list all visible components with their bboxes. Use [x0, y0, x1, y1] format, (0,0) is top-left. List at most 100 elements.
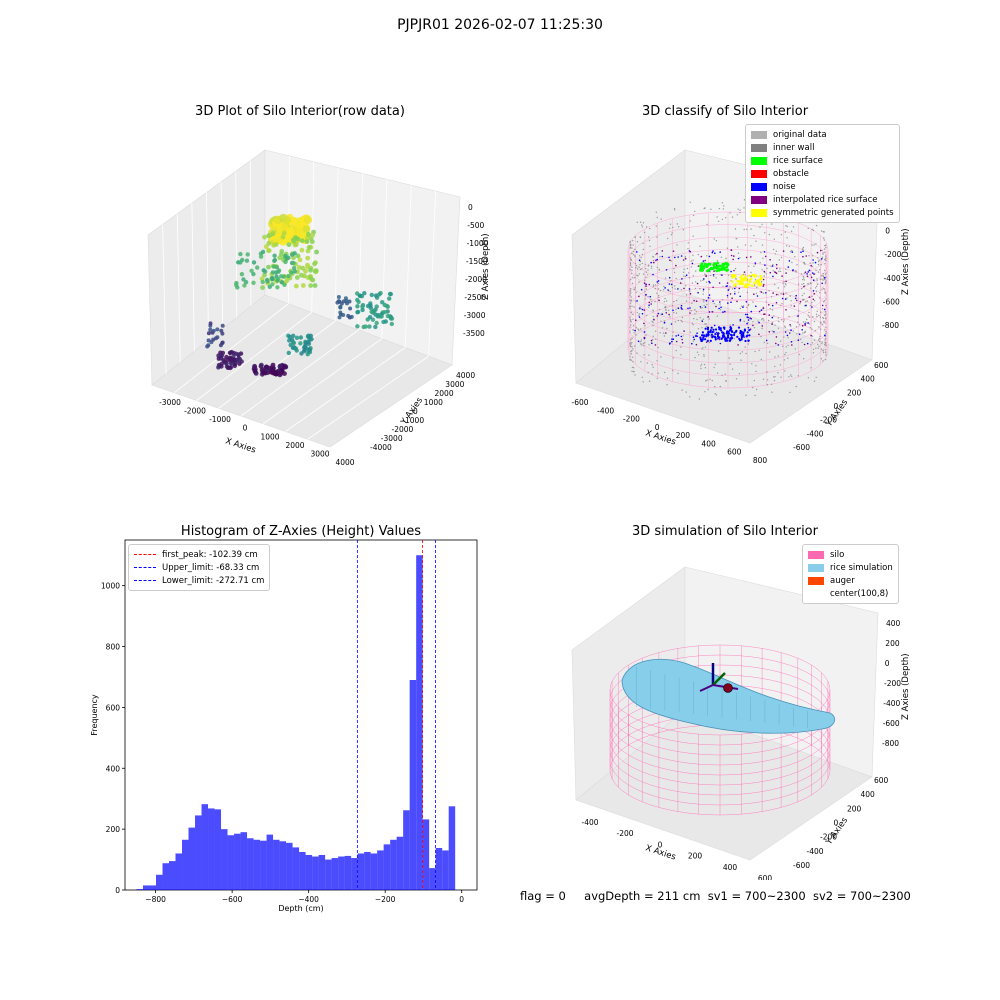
panel1-point: [360, 307, 365, 313]
panel1-point: [299, 247, 305, 253]
panel2-noise-point: [715, 305, 717, 308]
panel2-noise-point: [708, 311, 711, 313]
panel2-wall-point: [652, 338, 654, 341]
panel2-wall-point: [766, 267, 768, 270]
panel1-point: [219, 364, 224, 369]
panel2-noise-point: [772, 292, 774, 294]
panel2-wall-point: [742, 305, 745, 307]
panel2-noise-point: [775, 263, 778, 266]
panel2-wall-point: [806, 300, 808, 302]
panel1-point: [388, 316, 394, 321]
panel4-x-tick-3: 200: [688, 852, 703, 861]
panel2-wall-point: [713, 238, 715, 240]
panel2-wall-point: [690, 310, 692, 312]
panel2-wall-point: [692, 214, 695, 217]
panel2-noise-point: [742, 334, 745, 337]
panel2-noise-point: [696, 335, 698, 337]
panel2-wall-point: [777, 317, 779, 319]
panel1-point: [301, 349, 307, 354]
panel2-wall-point: [825, 313, 827, 315]
panel2-wall-point: [786, 225, 788, 228]
panel2-noise-point: [745, 301, 748, 303]
panel1-point: [291, 265, 297, 271]
panel3-bar: [142, 885, 150, 890]
panel2-noise-point: [734, 287, 736, 290]
panel1-point: [263, 244, 269, 250]
panel2-wall-point: [818, 314, 820, 317]
panel2-noise-point: [768, 314, 770, 316]
panel2-wall-point: [753, 327, 756, 329]
panel2-wall-point: [703, 304, 705, 307]
panel2-wall-point: [794, 256, 796, 258]
panel2-wall-point: [672, 226, 674, 229]
panel2-wall-point: [755, 388, 758, 391]
panel2-symmetric-point: [731, 280, 734, 283]
panel2-noise-point: [802, 255, 804, 258]
panel1-point: [277, 363, 283, 369]
panel2-noise-point: [776, 267, 778, 270]
panel3-bar: [175, 853, 182, 890]
panel2-noise-point: [680, 304, 683, 307]
panel3-bars: [136, 555, 456, 890]
panel2-noise-point: [821, 282, 823, 285]
panel2-wall-point: [766, 384, 769, 386]
panel2-wall-point: [737, 252, 740, 254]
panel1-point: [215, 335, 220, 340]
panel2-wall-point: [825, 257, 827, 259]
panel2-wall-point: [810, 343, 812, 346]
legend-swatch: [751, 208, 767, 217]
panel2-wall-point: [656, 236, 658, 238]
panel2-wall-point: [783, 281, 785, 283]
panel2-wall-point: [817, 271, 819, 273]
panel2-wall-point: [632, 348, 634, 350]
panel2-wall-point: [760, 358, 763, 361]
panel2-noise-point: [740, 333, 743, 336]
panel2-noise-point: [785, 280, 787, 283]
panel1-x-tick-3: 0: [243, 424, 248, 433]
panel2-noise-point: [643, 331, 646, 333]
panel2-wall-point: [739, 211, 741, 214]
panel2-wall-point: [784, 353, 786, 356]
panel1-grid-line: [307, 355, 429, 440]
panel2-wall-point: [678, 226, 680, 228]
panel2-wall-point: [819, 338, 821, 340]
panel1-point: [362, 291, 367, 296]
panel2-noise-point: [733, 331, 736, 334]
panel2-wall-point: [688, 272, 690, 274]
panel2-wall-point: [632, 254, 635, 256]
panel2-wall-point: [677, 372, 679, 375]
panel2-noise-point: [685, 274, 688, 276]
panel3-bar: [227, 835, 235, 890]
panel2-wall-point: [654, 284, 657, 286]
panel2-noise-point: [785, 272, 787, 274]
panel1-point: [285, 227, 294, 236]
panel1-x-tick-4: 1000: [260, 432, 279, 441]
panel2-noise-point: [706, 339, 709, 342]
panel2-wall-point: [820, 358, 823, 360]
panel3-bar: [169, 861, 176, 890]
panel2-wall-point: [821, 308, 824, 310]
panel2-y-tick-3: 0: [834, 402, 839, 411]
panel2-wall-point: [746, 228, 748, 231]
panel2-wall-point: [685, 391, 687, 393]
panel1-y-tick-3: -1000: [402, 416, 424, 425]
legend-label: rice surface: [773, 155, 823, 166]
panel1-point: [347, 315, 352, 320]
panel2-wall-point: [784, 325, 786, 327]
panel2-wall-point: [824, 349, 827, 351]
panel1-z-tick-7: -3500: [463, 329, 485, 338]
panel2-wall-point: [734, 267, 737, 270]
panel2-rice-point: [704, 262, 707, 266]
panel2-wall-point: [728, 274, 730, 276]
panel2-wall-point: [700, 280, 702, 282]
panel2-wall-point: [716, 260, 719, 262]
panel2-wall-point: [807, 283, 809, 285]
panel2-symmetric-point: [750, 284, 754, 287]
panel2-noise-point: [682, 259, 685, 261]
panel2-noise-point: [714, 333, 717, 336]
panel2-rice-point: [710, 266, 713, 270]
panel2-wall-point: [821, 323, 824, 326]
panel2-wall-point: [642, 345, 645, 347]
panel2-wall-point: [647, 269, 649, 271]
panel2-wall-point: [724, 373, 726, 375]
